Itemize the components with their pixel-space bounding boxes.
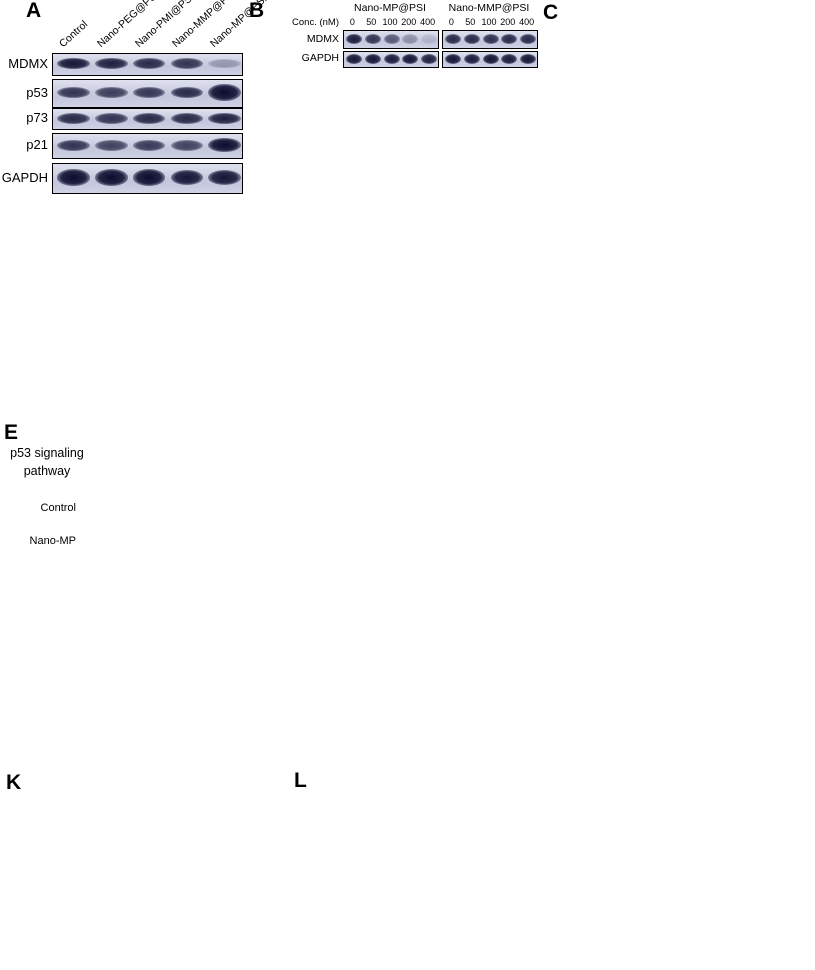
blot-band <box>170 139 204 151</box>
pathway-label-line1: p53 signaling <box>10 446 84 460</box>
conc-value: 200 <box>401 17 417 27</box>
blot-band <box>170 86 204 99</box>
blot-band <box>383 33 400 44</box>
blot-strip <box>52 79 243 108</box>
panel-j-gsea <box>546 548 812 770</box>
blot-band <box>501 53 518 64</box>
conc-value: 100 <box>481 17 497 27</box>
panel-i-gsea <box>274 548 540 770</box>
blot-group-title: Nano-MP@PSI <box>354 2 426 14</box>
conc-value: 100 <box>382 17 398 27</box>
panel-a-western-blot: Control Nano-PEG@PSI Nano-PMI@PSI Nano-MMP@… <box>0 0 270 200</box>
panel-f-gsea <box>274 200 540 422</box>
blot-band <box>132 87 166 98</box>
blot-band <box>170 112 204 124</box>
conc-value: 0 <box>349 17 355 27</box>
blot-band <box>444 33 462 44</box>
blot-band <box>463 53 480 64</box>
blot-strip <box>442 30 538 49</box>
blot-band <box>57 58 90 69</box>
blot-strip <box>52 163 243 194</box>
blot-band <box>208 83 241 102</box>
conc-value: 50 <box>366 17 377 27</box>
blot-band <box>170 170 204 185</box>
blot-row-label: p73 <box>26 110 48 125</box>
blot-band <box>364 33 381 44</box>
blot-band <box>402 33 419 44</box>
blot-band <box>501 33 518 44</box>
pathway-label-line2: pathway <box>23 464 71 478</box>
conc-label: Conc. (nM) <box>292 17 339 28</box>
blot-band <box>170 58 204 69</box>
blot-band <box>95 87 128 98</box>
panel-a-label: A <box>26 0 42 22</box>
panel-k-label: K <box>6 771 22 794</box>
panel-c-label: C <box>543 1 559 24</box>
blot-band <box>364 53 381 64</box>
blot-band <box>132 139 166 151</box>
blot-row-label: MDMX <box>8 55 48 71</box>
panel-d-gsea <box>2 200 268 422</box>
blot-row-label: p21 <box>26 137 48 152</box>
blot-strip <box>52 133 243 159</box>
panel-g-gsea <box>546 200 812 422</box>
blot-band <box>95 58 128 69</box>
blot-band <box>132 58 166 69</box>
panel-e-gene-heatmap: E p53 signaling pathway Control Nano-MP <box>0 422 815 552</box>
blot-band <box>402 53 419 64</box>
blot-band <box>345 53 363 64</box>
panel-l-flow-cytometry <box>290 768 815 970</box>
blot-band <box>345 33 363 44</box>
blot-band <box>57 112 90 124</box>
blot-band <box>482 53 499 64</box>
blot-band <box>95 169 128 186</box>
blot-band <box>95 112 128 124</box>
blot-band <box>95 139 128 151</box>
blot-band <box>208 59 241 68</box>
blot-row-label: GAPDH <box>301 52 339 64</box>
conc-value: 400 <box>420 17 436 27</box>
blot-band <box>463 33 480 44</box>
blot-band <box>482 33 499 44</box>
blot-strip <box>343 30 439 49</box>
lane-label: Control <box>56 18 91 50</box>
panel-l-label: L <box>294 769 307 792</box>
blot-strip <box>52 53 243 76</box>
blot-band <box>57 87 90 98</box>
conc-value: 50 <box>465 17 476 27</box>
blot-strip <box>52 108 243 130</box>
panel-e-label: E <box>4 421 19 444</box>
blot-row-label: GAPDH <box>1 169 48 185</box>
blot-band <box>208 137 241 153</box>
blot-group-title: Nano-MMP@PSI <box>448 2 530 14</box>
blot-band <box>57 169 90 186</box>
blot-strip <box>343 51 439 68</box>
blot-band <box>444 53 462 64</box>
group-label-nano-mp: Nano-MP <box>29 535 76 547</box>
panel-b-label: B <box>249 0 265 22</box>
blot-row-label: MDMX <box>306 33 339 45</box>
blot-band <box>132 169 166 186</box>
conc-value: 400 <box>519 17 535 27</box>
conc-value: 200 <box>500 17 516 27</box>
blot-band <box>421 53 438 64</box>
blot-band <box>57 139 90 151</box>
panel-b-dose-response: Nano-MP@PSI 0 50 100 200 400 Nano-MMP@PSI 0 50 10… <box>245 0 538 200</box>
blot-band <box>132 112 166 124</box>
gene-heatmap-area <box>0 422 815 552</box>
panel-c-heatmap <box>535 0 815 200</box>
blot-band <box>520 33 537 44</box>
blot-band <box>421 33 438 44</box>
blot-band <box>520 53 537 64</box>
blot-band <box>208 112 241 124</box>
blot-row-label: p53 <box>26 84 48 100</box>
blot-strip <box>442 51 538 68</box>
panel-h-gsea <box>2 548 268 770</box>
blot-band <box>383 53 400 64</box>
group-label-control: Control <box>40 502 76 514</box>
conc-value: 0 <box>448 17 454 27</box>
panel-k-viability-chart <box>0 768 292 970</box>
blot-band <box>208 170 241 185</box>
